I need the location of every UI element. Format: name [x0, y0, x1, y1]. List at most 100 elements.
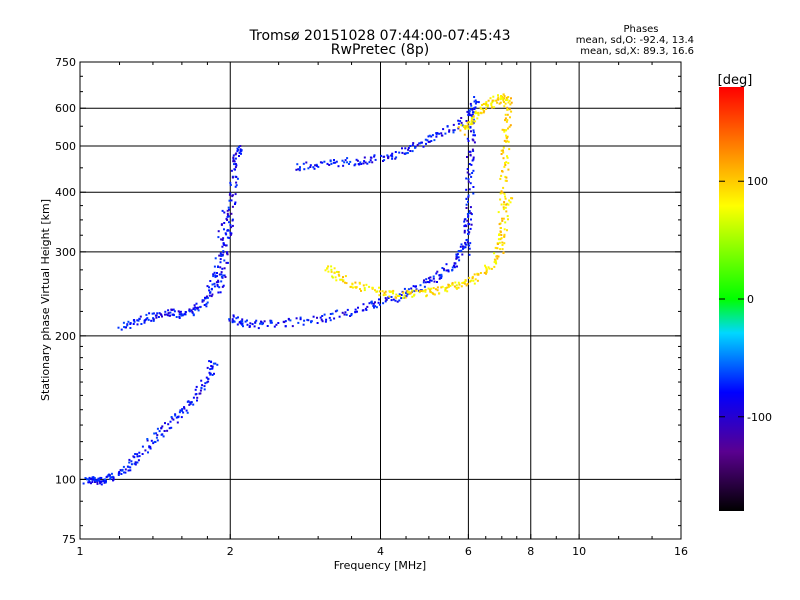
echo-point	[502, 208, 505, 211]
echo-point	[505, 129, 508, 132]
x-tick-label: 4	[377, 545, 384, 558]
echo-point	[471, 148, 474, 151]
echo-point	[349, 160, 352, 163]
echo-point	[228, 208, 230, 211]
phase-header: Phases	[623, 24, 658, 35]
echo-point	[155, 436, 158, 439]
echo-point	[467, 216, 470, 218]
echo-point	[177, 416, 179, 418]
echo-point	[504, 102, 507, 105]
echo-point	[231, 224, 234, 227]
echo-point	[430, 140, 433, 142]
echo-point	[201, 300, 204, 303]
echo-point	[382, 294, 385, 297]
echo-point	[234, 185, 237, 188]
echo-point	[222, 250, 225, 253]
echo-point	[388, 295, 391, 298]
echo-point	[508, 99, 511, 102]
echo-point	[193, 304, 196, 307]
echo-point	[314, 164, 317, 167]
echo-point	[469, 182, 472, 185]
echo-point	[266, 325, 269, 327]
echo-point	[152, 442, 155, 445]
echo-point	[467, 229, 470, 232]
echo-point	[499, 192, 502, 195]
echo-point	[112, 476, 115, 479]
y-tick-label: 500	[55, 140, 76, 153]
echo-point	[378, 298, 380, 301]
colorbar-tick-label: 0	[747, 293, 754, 306]
echo-point	[469, 206, 472, 209]
echo-point	[125, 326, 127, 329]
echo-point	[223, 259, 226, 262]
echo-point	[506, 155, 508, 158]
echo-point	[156, 439, 159, 442]
echo-point	[128, 458, 131, 461]
echo-point	[368, 161, 371, 164]
echo-point	[462, 247, 464, 250]
echo-point	[505, 176, 508, 179]
echo-point	[163, 430, 166, 432]
echo-point	[141, 445, 144, 448]
echo-point	[471, 113, 474, 116]
echo-point	[346, 161, 349, 164]
echo-point	[350, 313, 353, 315]
echo-point	[210, 287, 213, 290]
echo-point	[382, 160, 384, 162]
echo-point	[470, 279, 473, 282]
echo-point	[471, 275, 474, 278]
echo-point	[321, 161, 324, 164]
echo-point	[200, 379, 203, 382]
echo-point	[480, 112, 483, 115]
echo-point	[467, 222, 470, 225]
echo-point	[426, 139, 429, 142]
echo-point	[495, 262, 498, 265]
echo-point	[88, 478, 91, 481]
echo-point	[378, 303, 381, 306]
echo-point	[338, 315, 341, 318]
echo-point	[432, 292, 435, 295]
echo-point	[448, 130, 451, 133]
echo-point	[429, 279, 432, 282]
echo-point	[246, 319, 248, 322]
echo-point	[209, 368, 212, 371]
echo-point	[284, 325, 287, 328]
echo-point	[307, 167, 310, 170]
echo-point	[469, 114, 472, 117]
echo-point	[507, 218, 509, 221]
echo-point	[392, 298, 395, 301]
echo-point	[499, 231, 502, 234]
echo-point	[181, 409, 183, 412]
echo-point	[235, 176, 238, 178]
echo-point	[465, 198, 468, 200]
echo-point	[502, 99, 505, 102]
echo-point	[323, 160, 326, 163]
y-tick-label: 750	[55, 56, 76, 69]
echo-point	[221, 209, 224, 212]
echo-point	[472, 116, 475, 119]
echo-point	[194, 308, 197, 311]
echo-point	[341, 159, 344, 162]
echo-point	[228, 318, 231, 321]
echo-point	[170, 416, 173, 418]
echo-point	[351, 286, 354, 289]
echo-point	[438, 274, 441, 277]
echo-point	[474, 102, 477, 105]
echo-point	[501, 241, 504, 244]
echo-point	[328, 164, 331, 166]
echo-point	[222, 237, 225, 240]
echo-point	[447, 283, 450, 286]
echo-point	[414, 145, 417, 148]
echo-point	[509, 124, 512, 127]
echo-point	[138, 318, 141, 320]
echo-point	[334, 161, 337, 164]
echo-point	[413, 290, 416, 293]
echo-point	[122, 465, 125, 468]
echo-point	[508, 108, 511, 111]
echo-point	[501, 244, 504, 246]
echo-point	[223, 211, 226, 214]
echo-point	[228, 193, 231, 196]
echo-point	[343, 161, 346, 164]
echo-point	[201, 299, 204, 302]
